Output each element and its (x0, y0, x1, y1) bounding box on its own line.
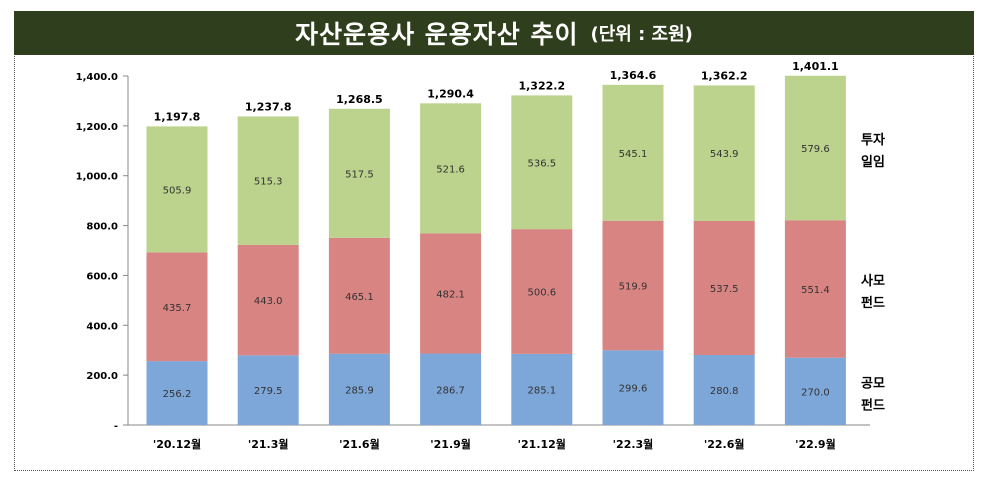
bar-segment (237, 244, 299, 356)
segment-value-label: 521.6 (436, 164, 465, 175)
segment-value-label: 543.9 (710, 149, 739, 160)
y-tick-label: 1,000.0 (76, 172, 118, 183)
bar-segment (146, 252, 208, 362)
segment-value-label: 285.9 (345, 385, 374, 396)
bar-segment (511, 95, 573, 230)
bar-segment (693, 221, 755, 356)
total-value-label: 1,290.4 (427, 87, 474, 100)
chart-title: 자산운용사 운용자산 추이 (295, 20, 579, 49)
bar-segment (602, 84, 664, 221)
bar-segment (602, 220, 664, 351)
bar-segment (511, 353, 573, 425)
bar-segment (784, 220, 846, 358)
segment-value-label: 279.5 (254, 386, 283, 397)
bar-segment (784, 75, 846, 221)
bar-segment (328, 108, 390, 238)
total-value-label: 1,401.1 (792, 60, 839, 73)
x-tick-label: '21.3월 (248, 437, 289, 451)
segment-value-label: 435.7 (163, 303, 192, 314)
segment-value-label: 443.0 (254, 296, 283, 307)
segment-value-label: 299.6 (619, 384, 648, 395)
y-tick-label: 1,200.0 (76, 122, 118, 133)
total-value-label: 1,197.8 (154, 110, 201, 123)
title-bar: 자산운용사 운용자산 추이 (단위 : 조원) (14, 11, 974, 55)
total-value-label: 1,362.2 (701, 69, 748, 82)
y-tick-label: 800.0 (86, 222, 118, 233)
segment-value-label: 579.6 (801, 144, 830, 155)
x-tick-label: '22.3월 (613, 437, 654, 451)
bar-segment (420, 103, 482, 234)
bar-segment (237, 116, 299, 245)
segment-value-label: 505.9 (163, 185, 192, 196)
y-tick-label: - (114, 421, 118, 432)
x-tick-label: '22.9월 (795, 437, 836, 451)
y-tick-label: 600.0 (86, 271, 118, 282)
bar-segment (420, 233, 482, 354)
segment-value-label: 551.4 (801, 285, 830, 296)
series-label: 펀드 (861, 397, 885, 413)
segment-value-label: 537.5 (710, 284, 739, 295)
segment-value-label: 500.6 (527, 288, 556, 299)
bar-segment (511, 229, 573, 354)
y-tick-label: 200.0 (86, 371, 118, 382)
segment-value-label: 465.1 (345, 292, 374, 303)
total-value-label: 1,237.8 (245, 100, 292, 113)
x-tick-label: '21.12월 (518, 437, 566, 451)
bar-segment (693, 355, 755, 425)
bar-segment (237, 355, 299, 425)
y-tick-label: 400.0 (86, 321, 118, 332)
bar-segment (602, 350, 664, 425)
segment-value-label: 256.2 (163, 389, 192, 400)
segment-value-label: 280.8 (710, 386, 739, 397)
series-label: 사모 (861, 273, 885, 289)
bar-segment (420, 353, 482, 425)
total-value-label: 1,322.2 (518, 79, 565, 92)
series-label: 투자 (861, 133, 885, 148)
x-tick-label: '21.6월 (339, 437, 380, 451)
segment-value-label: 519.9 (619, 282, 648, 293)
y-tick-label: 1,400.0 (76, 72, 118, 83)
x-tick-label: '21.9월 (430, 437, 471, 451)
segment-value-label: 482.1 (436, 289, 465, 300)
segment-value-label: 515.3 (254, 177, 283, 188)
total-value-label: 1,268.5 (336, 93, 383, 106)
segment-value-label: 517.5 (345, 169, 374, 180)
segment-value-label: 285.1 (527, 385, 556, 396)
segment-value-label: 270.0 (801, 387, 830, 398)
bar-segment (146, 126, 208, 253)
series-label: 공모 (861, 376, 885, 391)
bar-segment (328, 353, 390, 425)
bar-segment (784, 357, 846, 425)
chart-unit: (단위 : 조원) (590, 24, 693, 45)
bar-segment (693, 85, 755, 222)
segment-value-label: 545.1 (619, 149, 648, 160)
segment-value-label: 286.7 (436, 385, 465, 396)
x-tick-label: '22.6월 (704, 437, 745, 451)
x-tick-label: '20.12월 (153, 437, 201, 451)
bar-segment (146, 361, 208, 425)
segment-value-label: 536.5 (527, 158, 556, 169)
bar-segment (328, 237, 390, 354)
series-label: 일임 (861, 155, 885, 170)
total-value-label: 1,364.6 (610, 69, 657, 82)
series-label: 펀드 (861, 295, 885, 311)
